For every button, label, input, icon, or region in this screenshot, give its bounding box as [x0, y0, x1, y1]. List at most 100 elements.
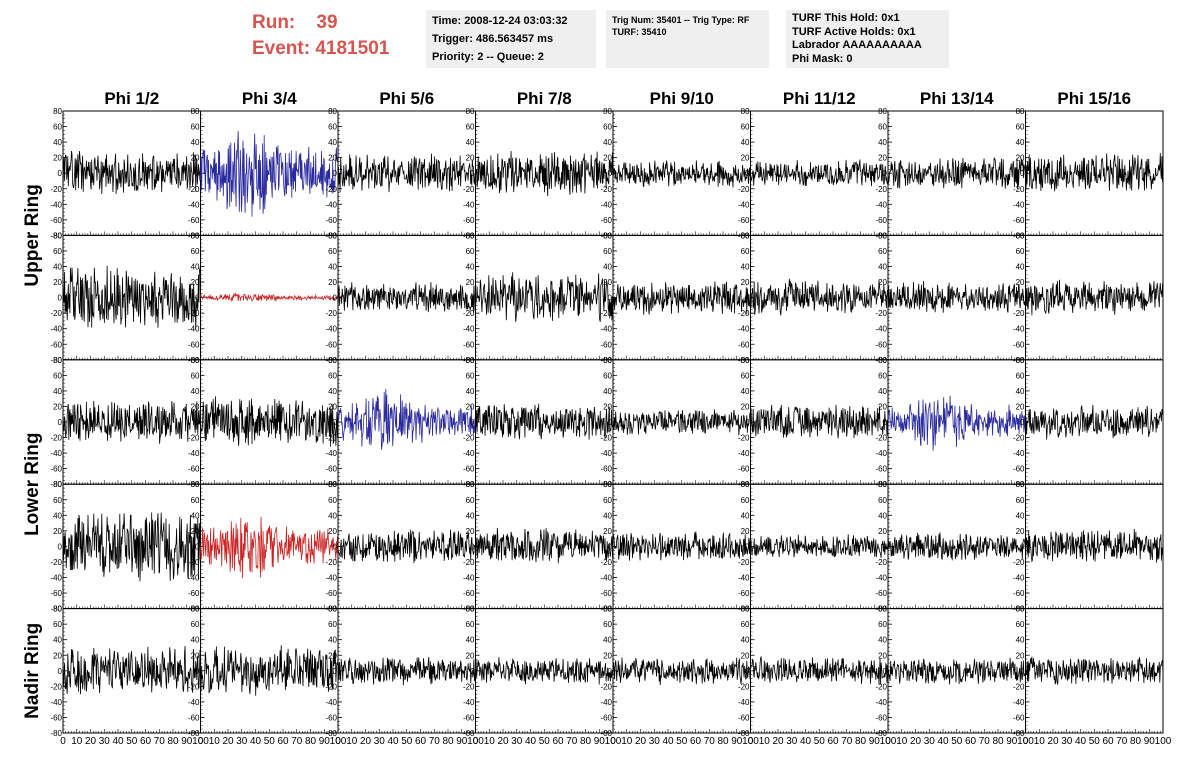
ytick-label: 20	[53, 527, 62, 536]
ytick-label: 0	[333, 169, 338, 178]
ytick-label: 80	[878, 231, 887, 240]
ytick-label: -80	[600, 729, 612, 738]
ytick-label: -60	[188, 589, 200, 598]
xtick-label: 100	[330, 736, 347, 747]
ytick-label: 40	[1016, 511, 1025, 520]
run-value: 39	[316, 12, 338, 33]
ytick-label: -80	[50, 729, 62, 738]
trace-r3-c7	[887, 395, 1026, 451]
turf-line: TURF: 35410	[612, 27, 667, 37]
ytick-label: -20	[463, 434, 475, 443]
ytick-label: 20	[878, 402, 887, 411]
ytick-label: 60	[328, 620, 337, 629]
trace-r1-c2	[200, 130, 339, 217]
ytick-label: -80	[50, 605, 62, 614]
ytick-label: -60	[738, 216, 750, 225]
ytick-label: 40	[191, 263, 200, 272]
ytick-label: 20	[53, 154, 62, 163]
ytick-label: 0	[745, 169, 750, 178]
ytick-label: 80	[603, 107, 612, 116]
trace-r4-c3	[337, 529, 476, 564]
ytick-label: -20	[188, 434, 200, 443]
ytick-label: 80	[53, 480, 62, 489]
ytick-label: -20	[738, 185, 750, 194]
trace-r2-c1	[62, 265, 201, 330]
ytick-label: 20	[603, 278, 612, 287]
ytick-label: -60	[600, 465, 612, 474]
ytick-label: 0	[608, 294, 613, 303]
ytick-label: -20	[1013, 558, 1025, 567]
xtick-label: 90	[594, 736, 606, 747]
ytick-label: -60	[1013, 465, 1025, 474]
xtick-label: 90	[319, 736, 331, 747]
ytick-label: -20	[463, 558, 475, 567]
ytick-label: -60	[738, 589, 750, 598]
ytick-label: 20	[603, 154, 612, 163]
ytick-label: 20	[466, 154, 475, 163]
ytick-label: -60	[875, 465, 887, 474]
ytick-label: 40	[603, 138, 612, 147]
ytick-label: 80	[741, 356, 750, 365]
trace-r1-c5	[612, 160, 751, 188]
ytick-label: 20	[878, 527, 887, 536]
ytick-label: -20	[50, 682, 62, 691]
ytick-label: 80	[328, 480, 337, 489]
xtick-label: 90	[456, 736, 468, 747]
ytick-label: 0	[58, 667, 63, 676]
trace-r2-c2	[200, 292, 339, 303]
ytick-label: 60	[328, 371, 337, 380]
ytick-label: 60	[466, 247, 475, 256]
trace-r4-c4	[475, 527, 614, 564]
trace-r2-c3	[337, 282, 476, 313]
ytick-label: -60	[1013, 340, 1025, 349]
xtick-label: 100	[192, 736, 209, 747]
xtick-label: 90	[731, 736, 743, 747]
ytick-label: -20	[875, 434, 887, 443]
ytick-label: -80	[50, 231, 62, 240]
ring-label-1: Upper Ring	[22, 184, 43, 286]
xtick-label: 20	[85, 736, 97, 747]
ytick-label: 40	[741, 636, 750, 645]
xtick-label: 10	[621, 736, 633, 747]
run-row: Run: 39	[252, 10, 389, 36]
ytick-label: -20	[1013, 309, 1025, 318]
event-row: Event: 4181501	[252, 36, 389, 62]
ytick-label: -40	[188, 449, 200, 458]
ytick-label: 40	[878, 263, 887, 272]
trace-r1-c4	[475, 151, 614, 197]
ytick-label: -60	[325, 465, 337, 474]
ytick-label: 80	[603, 480, 612, 489]
ytick-label: 20	[191, 278, 200, 287]
ytick-label: -60	[738, 713, 750, 722]
ytick-label: 40	[53, 511, 62, 520]
ytick-label: 0	[58, 542, 63, 551]
ytick-label: 60	[53, 247, 62, 256]
trace-r4-c2	[200, 516, 339, 579]
ytick-label: 0	[745, 294, 750, 303]
ytick-label: -40	[875, 325, 887, 334]
ytick-label: 80	[191, 480, 200, 489]
ytick-label: -20	[600, 185, 612, 194]
ytick-label: -60	[50, 216, 62, 225]
ytick-label: 80	[53, 231, 62, 240]
xtick-label: 20	[772, 736, 784, 747]
ytick-label: 60	[53, 371, 62, 380]
ytick-label: 80	[1016, 107, 1025, 116]
trace-r2-c7	[887, 280, 1026, 313]
ytick-label: 40	[328, 636, 337, 645]
ytick-label: -40	[738, 200, 750, 209]
time-info-box: Time: 2008-12-24 03:03:32 Trigger: 486.5…	[426, 10, 596, 68]
ytick-label: -60	[600, 713, 612, 722]
ytick-label: 80	[741, 107, 750, 116]
trace-r5-c8	[1025, 656, 1164, 686]
xtick-label: 60	[1102, 736, 1114, 747]
ytick-label: 0	[608, 542, 613, 551]
ytick-label: 0	[195, 667, 200, 676]
ytick-label: -40	[600, 200, 612, 209]
ytick-label: -60	[50, 713, 62, 722]
column-header-phi-8: Phi 15/16	[1057, 89, 1131, 108]
ytick-label: -40	[325, 325, 337, 334]
ytick-label: -40	[325, 449, 337, 458]
ytick-label: -20	[188, 309, 200, 318]
ytick-label: 80	[878, 107, 887, 116]
